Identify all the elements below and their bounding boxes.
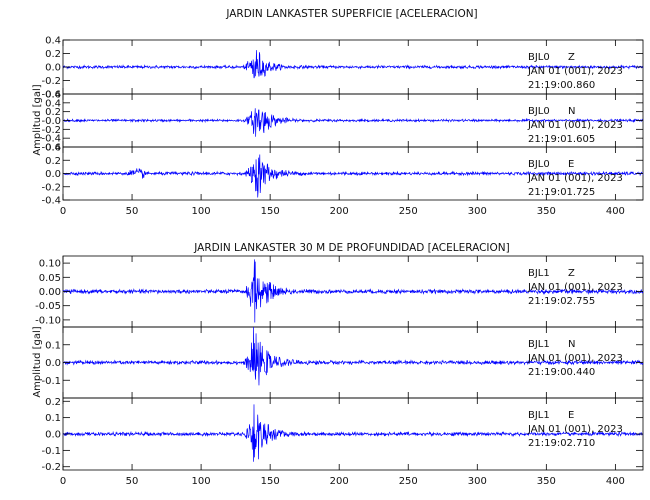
x-tick-label: 200 [330, 476, 349, 487]
panel-bjl1-e: -0.2 -0.1 0.0 0.1 0.2 BJL1 E JAN 01 (001), 2023… [41, 397, 644, 473]
surface-ylabel: Amplitud [gal] [32, 84, 43, 155]
component-label: E [568, 410, 574, 421]
x-tick-label: 100 [192, 476, 211, 487]
date-label: JAN 01 (001), 2023 [527, 353, 623, 364]
y-tick-label: -0.2 [41, 125, 61, 136]
y-tick-label: -0.4 [41, 90, 61, 101]
borehole-figure: JARDIN LANKASTER 30 M DE PROFUNDIDAD [AC… [32, 242, 644, 487]
surface-title: JARDIN LANKASTER SUPERFICIE [ACELERACION… [225, 8, 477, 20]
y-tick-label: 0.2 [45, 397, 61, 408]
component-label: Z [568, 268, 575, 279]
x-tick-label: 250 [399, 206, 418, 217]
y-tick-label: -0.2 [41, 76, 61, 87]
y-tick-label: 0.4 [45, 143, 61, 154]
station-label: BJL0 [528, 52, 550, 63]
y-tick-label: 0.4 [45, 98, 61, 109]
date-label: JAN 01 (001), 2023 [527, 282, 623, 293]
borehole-title: JARDIN LANKASTER 30 M DE PROFUNDIDAD [AC… [193, 242, 510, 254]
y-tick-label: -0.05 [35, 301, 61, 312]
x-tick-label: 300 [468, 206, 487, 217]
x-tick-label: 300 [468, 476, 487, 487]
borehole-ylabel: Amplitud [gal] [32, 326, 43, 397]
station-label: BJL0 [528, 106, 550, 117]
y-tick-label: -0.4 [41, 196, 61, 207]
time-label: 21:19:00.440 [528, 367, 595, 378]
component-label: N [568, 339, 575, 350]
x-tick-label: 150 [261, 476, 280, 487]
surface-x-axis: 0 50 100 150 200 250 300 350 400 [60, 206, 625, 217]
x-tick-label: 50 [126, 206, 139, 217]
panel-bjl1-n: -0.1 0.0 0.1 BJL1 N JAN 01 (001), 2023 21:19:0… [41, 326, 644, 399]
waveform-trace [62, 154, 644, 198]
y-tick-label: 0.2 [45, 156, 61, 167]
y-tick-label: 0.2 [45, 107, 61, 118]
station-label: BJL1 [528, 268, 550, 279]
component-label: Z [568, 52, 575, 63]
y-tick-label: 0.2 [45, 49, 61, 60]
borehole-panels: -0.10 -0.05 0.00 0.05 0.10 BJL1 Z JAN 01 (001),… [35, 255, 644, 473]
waveform-trace [62, 259, 644, 323]
station-label: BJL0 [528, 159, 550, 170]
y-tick-label: 0.0 [45, 430, 61, 441]
panel-bjl0-e: -0.4 -0.2 0.0 0.2 0.4 BJL0 E JAN 01 (001), 2023… [41, 143, 644, 207]
y-tick-label: -0.1 [41, 446, 61, 457]
waveform-trace [62, 108, 644, 137]
y-tick-label: 0.0 [45, 358, 61, 369]
y-tick-label: 0.1 [45, 340, 61, 351]
panel-bjl0-z: -0.4 -0.2 0.0 0.2 0.4 BJL0 Z JAN 01 (001), 2023… [41, 36, 644, 101]
y-tick-label: -0.2 [41, 462, 61, 473]
time-label: 21:19:01.605 [528, 134, 595, 145]
x-tick-label: 100 [192, 206, 211, 217]
waveform-trace [62, 50, 644, 79]
y-tick-label: -0.6 [41, 143, 61, 154]
date-label: JAN 01 (001), 2023 [527, 173, 623, 184]
y-tick-label: -0.2 [41, 182, 61, 193]
x-tick-label: 400 [606, 206, 625, 217]
date-label: JAN 01 (001), 2023 [527, 424, 623, 435]
y-tick-label: -0.10 [35, 315, 61, 326]
date-label: JAN 01 (001), 2023 [527, 120, 623, 131]
x-tick-label: 350 [537, 476, 556, 487]
x-tick-label: 250 [399, 476, 418, 487]
component-label: N [568, 106, 575, 117]
x-tick-label: 0 [60, 476, 66, 487]
y-tick-label: 0.0 [45, 63, 61, 74]
y-tick-label: 0.05 [39, 273, 61, 284]
panel-bjl1-z: -0.10 -0.05 0.00 0.05 0.10 BJL1 Z JAN 01 (001),… [35, 255, 644, 328]
station-label: BJL1 [528, 410, 550, 421]
borehole-x-axis: 0 50 100 150 200 250 300 350 400 [60, 476, 625, 487]
y-tick-label: -0.4 [41, 134, 61, 145]
y-tick-label: 0.6 [45, 90, 61, 101]
y-tick-label: 0.00 [39, 287, 61, 298]
time-label: 21:19:02.755 [528, 296, 595, 307]
time-label: 21:19:00.860 [528, 80, 595, 91]
time-label: 21:19:01.725 [528, 187, 595, 198]
x-tick-label: 150 [261, 206, 280, 217]
y-tick-label: 0.4 [45, 36, 61, 47]
y-tick-label: -0.0 [41, 116, 61, 127]
waveform-trace [62, 404, 644, 462]
date-label: JAN 01 (001), 2023 [527, 66, 623, 77]
x-tick-label: 200 [330, 206, 349, 217]
y-tick-label: -0.1 [41, 376, 61, 387]
y-tick-label: 0.0 [45, 169, 61, 180]
x-tick-label: 350 [537, 206, 556, 217]
x-tick-label: 50 [126, 476, 139, 487]
component-label: E [568, 159, 574, 170]
x-tick-label: 400 [606, 476, 625, 487]
y-tick-label: 0.10 [39, 259, 61, 270]
station-label: BJL1 [528, 339, 550, 350]
surface-figure: JARDIN LANKASTER SUPERFICIE [ACELERACION… [32, 8, 644, 217]
time-label: 21:19:02.710 [528, 438, 595, 449]
y-tick-label: 0.1 [45, 413, 61, 424]
waveform-trace [62, 326, 644, 386]
x-tick-label: 0 [60, 206, 66, 217]
